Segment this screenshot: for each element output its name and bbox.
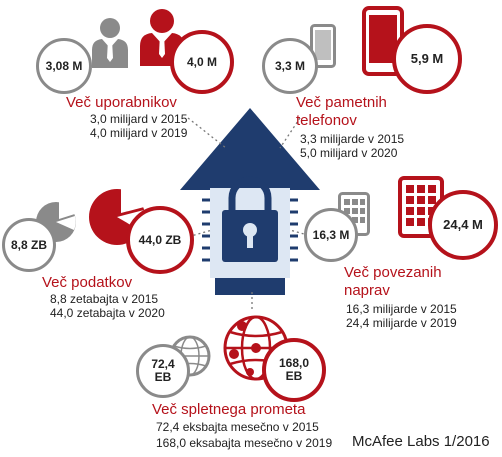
data-2015-circle: 8,8 ZB — [2, 218, 56, 272]
phones-title-line-2: telefonov — [296, 112, 357, 129]
smartphone-icon-gray — [310, 24, 336, 68]
data-2015-value: 8,8 ZB — [10, 237, 47, 252]
phones-2015-value: 3,3 M — [274, 58, 305, 73]
padlock-icon — [222, 176, 278, 262]
center-arrow-graphic — [180, 108, 320, 295]
users-line-2: 4,0 milijard v 2019 — [90, 126, 188, 140]
traffic-title: Več spletnega prometa — [152, 401, 306, 418]
user-icon-gray — [92, 18, 128, 68]
data-line-1: 8,8 zetabajta v 2015 — [50, 292, 159, 306]
phones-2020-circle: 5,9 M — [392, 24, 462, 94]
data-title: Več podatkov — [42, 274, 133, 291]
devices-2015-value: 16,3 M — [312, 227, 350, 242]
devices-title-line-2: naprav — [344, 282, 390, 299]
phones-title-line-1: Več pametnih — [296, 94, 387, 111]
data-2020-circle: 44,0 ZB — [126, 206, 194, 274]
devices-line-1: 16,3 milijarde v 2015 — [346, 302, 457, 316]
traffic-2015-circle: 72,4 EB — [136, 344, 190, 398]
users-2019-circle: 4,0 M — [170, 30, 234, 94]
users-2015-value: 3,08 M — [45, 58, 83, 73]
users-title: Več uporabnikov — [66, 94, 177, 111]
users-2015-circle: 3,08 M — [36, 38, 92, 94]
users-2019-value: 4,0 M — [186, 54, 217, 69]
traffic-2019-value: 168,0 EB — [278, 356, 310, 383]
traffic-2019-circle: 168,0 EB — [262, 338, 326, 402]
devices-title-line-1: Več povezanih — [344, 264, 442, 281]
traffic-line-2: 168,0 eksabajta mesečno v 2019 — [156, 436, 333, 450]
phones-2015-circle: 3,3 M — [262, 38, 318, 94]
phones-2020-value: 5,9 M — [410, 51, 444, 67]
traffic-line-1: 72,4 eksbajta mesečno v 2015 — [156, 420, 319, 434]
phones-line-1: 3,3 milijarde v 2015 — [300, 132, 405, 146]
traffic-2015-value: 72,4 EB — [151, 357, 175, 384]
data-line-2: 44,0 zetabajta v 2020 — [50, 306, 165, 320]
devices-line-2: 24,4 milijarde v 2019 — [346, 316, 457, 330]
devices-2019-circle: 24,4 M — [428, 190, 498, 260]
devices-2019-value: 24,4 M — [443, 217, 483, 233]
users-line-1: 3,0 milijard v 2015 — [90, 112, 188, 126]
phones-line-2: 5,0 milijard v 2020 — [300, 146, 398, 160]
devices-2015-circle: 16,3 M — [304, 208, 358, 262]
data-2020-value: 44,0 ZB — [138, 232, 182, 247]
source-caption: McAfee Labs 1/2016 — [352, 433, 490, 450]
